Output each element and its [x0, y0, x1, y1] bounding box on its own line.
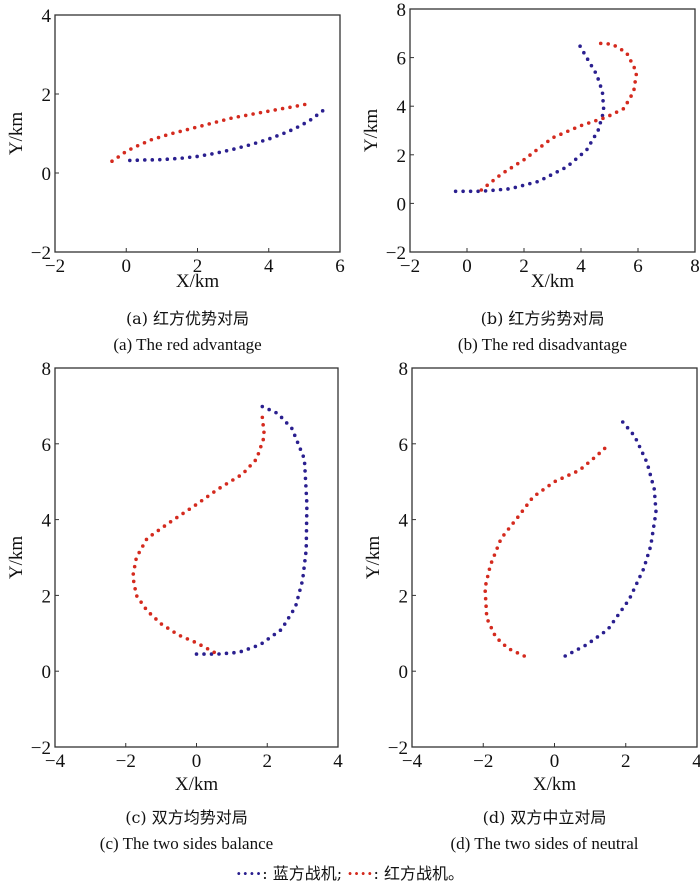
- x-tick-label: 0: [122, 256, 132, 277]
- axes-frame: [411, 367, 698, 748]
- axes-frame: [409, 8, 696, 253]
- series-blue-trajectory: [128, 108, 326, 163]
- x-tick-label: 2: [193, 256, 203, 277]
- x-tick-label: −2: [116, 751, 136, 772]
- x-axis-label: X/km: [175, 774, 219, 795]
- y-tick-label: 4: [42, 511, 52, 532]
- x-tick-label: 4: [576, 256, 586, 277]
- subplot-a: −2 0 2 4 6 −2 0 2 4 X/km Y/km (a) 红方优势对局 (a) The red…: [6, 6, 345, 354]
- series-red-trajectory: [130, 411, 267, 655]
- y-tick-label: 2: [42, 85, 52, 106]
- subplot-caption-cn: (d) 双方中立对局: [483, 808, 607, 827]
- x-tick-label: −4: [402, 751, 423, 772]
- series-blue-trajectory: [453, 41, 606, 194]
- x-tick-label: 8: [690, 256, 700, 277]
- x-tick-label: 4: [333, 751, 343, 772]
- y-tick-label: 8: [397, 0, 407, 21]
- y-tick-label: 4: [399, 511, 409, 532]
- x-tick-label: −2: [473, 751, 493, 772]
- series-red-trajectory: [483, 441, 612, 658]
- y-tick-label: 2: [397, 146, 407, 167]
- legend: ····: 蓝方战机; ····: 红方战机。: [0, 860, 700, 883]
- y-axis-label: Y/km: [361, 109, 382, 153]
- y-tick-label: 0: [42, 164, 52, 185]
- axes-frame: [54, 367, 339, 748]
- legend-red-label: : 红方战机。: [373, 864, 464, 883]
- x-axis-label: X/km: [531, 271, 575, 292]
- series-red-trajectory: [479, 41, 639, 192]
- x-tick-label: 6: [335, 256, 345, 277]
- y-tick-label: 6: [42, 435, 52, 456]
- y-axis-label: Y/km: [6, 536, 27, 580]
- subplot-caption-cn: (b) 红方劣势对局: [481, 309, 605, 328]
- subplot-b: −2 0 2 4 6 8 −2 0 2 4 6 8 X/km Y/km (b) 红方劣势对局 (b) The …: [361, 0, 700, 354]
- x-tick-label: 4: [692, 751, 700, 772]
- x-tick-label: 2: [519, 256, 529, 277]
- y-tick-label: 6: [399, 435, 409, 456]
- y-tick-label: −2: [386, 243, 406, 264]
- subplot-caption-en: (a) The red advantage: [113, 335, 261, 354]
- x-tick-label: 4: [264, 256, 274, 277]
- axes-frame: [54, 14, 341, 253]
- x-tick-label: 2: [263, 751, 273, 772]
- y-tick-label: 8: [42, 359, 52, 380]
- series-blue-trajectory: [194, 402, 309, 656]
- x-axis-label: X/km: [176, 271, 220, 292]
- subplot-caption-en: (b) The red disadvantage: [458, 335, 627, 354]
- subplot-caption-cn: (c) 双方均势对局: [125, 808, 248, 827]
- subplot-caption-en: (c) The two sides balance: [100, 834, 273, 853]
- series-blue-trajectory: [563, 417, 658, 658]
- y-tick-label: 2: [42, 586, 52, 607]
- y-tick-label: 4: [42, 6, 52, 27]
- x-tick-label: −4: [45, 751, 66, 772]
- x-axis-label: X/km: [533, 774, 577, 795]
- x-tick-label: −2: [45, 256, 65, 277]
- subplot-caption-cn: (a) 红方优势对局: [126, 309, 249, 328]
- y-tick-label: −2: [388, 738, 408, 759]
- y-tick-label: −2: [31, 243, 51, 264]
- x-tick-label: 0: [550, 751, 560, 772]
- legend-red-marker: ····: [347, 864, 374, 883]
- y-tick-label: 0: [397, 194, 407, 215]
- legend-blue-label: : 蓝方战机;: [262, 864, 343, 883]
- legend-blue-marker: ····: [235, 864, 263, 883]
- x-tick-label: 2: [621, 751, 631, 772]
- y-tick-label: −2: [31, 738, 51, 759]
- x-tick-label: 6: [633, 256, 643, 277]
- x-tick-label: 0: [462, 256, 472, 277]
- y-tick-label: 2: [399, 586, 409, 607]
- subplot-caption-en: (d) The two sides of neutral: [450, 834, 638, 853]
- y-tick-label: 6: [397, 49, 407, 70]
- y-axis-label: Y/km: [363, 536, 384, 580]
- y-tick-label: 8: [399, 359, 409, 380]
- y-tick-label: 0: [399, 662, 409, 683]
- x-tick-label: −2: [400, 256, 420, 277]
- series-red-trajectory: [110, 102, 310, 163]
- y-tick-label: 4: [397, 97, 407, 118]
- y-tick-label: 0: [42, 662, 52, 683]
- y-axis-label: Y/km: [6, 112, 27, 156]
- x-tick-label: 0: [192, 751, 202, 772]
